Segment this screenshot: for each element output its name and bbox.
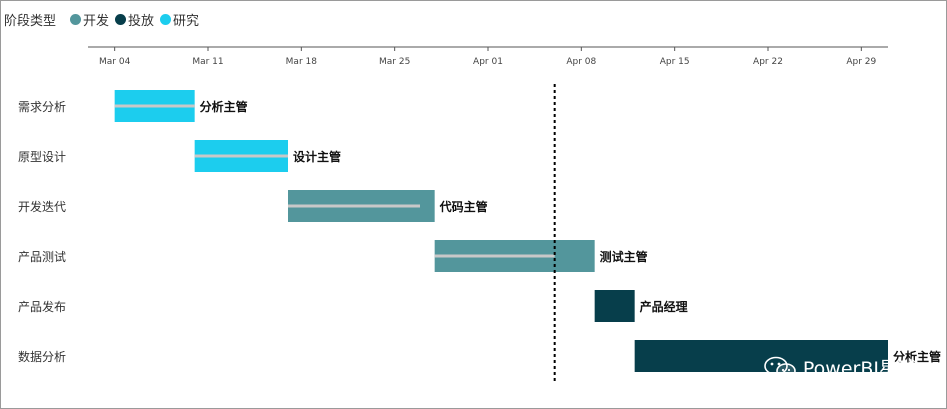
watermark-text: PowerBI星球 (802, 358, 917, 380)
legend-label-launch: 投放 (128, 13, 155, 29)
owner-label: 测试主管 (600, 249, 648, 264)
x-tick-label: Mar 11 (192, 57, 223, 67)
legend-dot-research (160, 13, 172, 25)
owner-label: 分析主管 (200, 99, 248, 114)
legend-title: 阶段类型 (4, 13, 57, 29)
progress-bar (114, 104, 195, 108)
watermark: PowerBI星球 (763, 354, 917, 381)
task-label: 产品发布 (18, 299, 66, 314)
progress-bar (194, 154, 288, 158)
x-tick-label: Apr 22 (753, 57, 783, 67)
task-label: 开发迭代 (18, 199, 66, 214)
x-tick-label: Apr 15 (660, 57, 690, 67)
task-bar (634, 340, 888, 372)
x-tick-label: Apr 08 (566, 57, 596, 67)
x-tick-label: Mar 04 (99, 57, 131, 67)
progress-bar (434, 254, 555, 258)
task-label: 原型设计 (18, 150, 66, 164)
owner-label: 设计主管 (293, 149, 341, 164)
owner-label: 代码主管 (439, 199, 488, 214)
x-tick-label: Apr 01 (473, 57, 503, 67)
progress-bar (288, 204, 420, 208)
x-tick-label: Mar 25 (379, 57, 410, 67)
legend-item-research[interactable]: 研究 (160, 10, 199, 29)
task-label: 产品测试 (18, 249, 66, 264)
task-bar (594, 290, 635, 322)
wechat-icon (764, 356, 796, 379)
owner-label: 分析主管 (893, 349, 941, 364)
legend-item-launch[interactable]: 投放 (115, 10, 154, 29)
legend-label-research: 研究 (173, 13, 200, 29)
legend-label-dev: 开发 (83, 13, 110, 29)
x-tick-label: Mar 18 (286, 57, 318, 67)
owner-label: 产品经理 (640, 299, 688, 314)
legend-dot-launch (115, 13, 127, 25)
task-label: 需求分析 (18, 100, 66, 114)
legend: 阶段类型 开发 投放 研究 (4, 9, 205, 29)
legend-item-dev[interactable]: 开发 (70, 10, 109, 29)
x-tick-label: Apr 29 (846, 57, 876, 67)
legend-dot-dev (70, 13, 82, 25)
task-label: 数据分析 (18, 349, 66, 364)
